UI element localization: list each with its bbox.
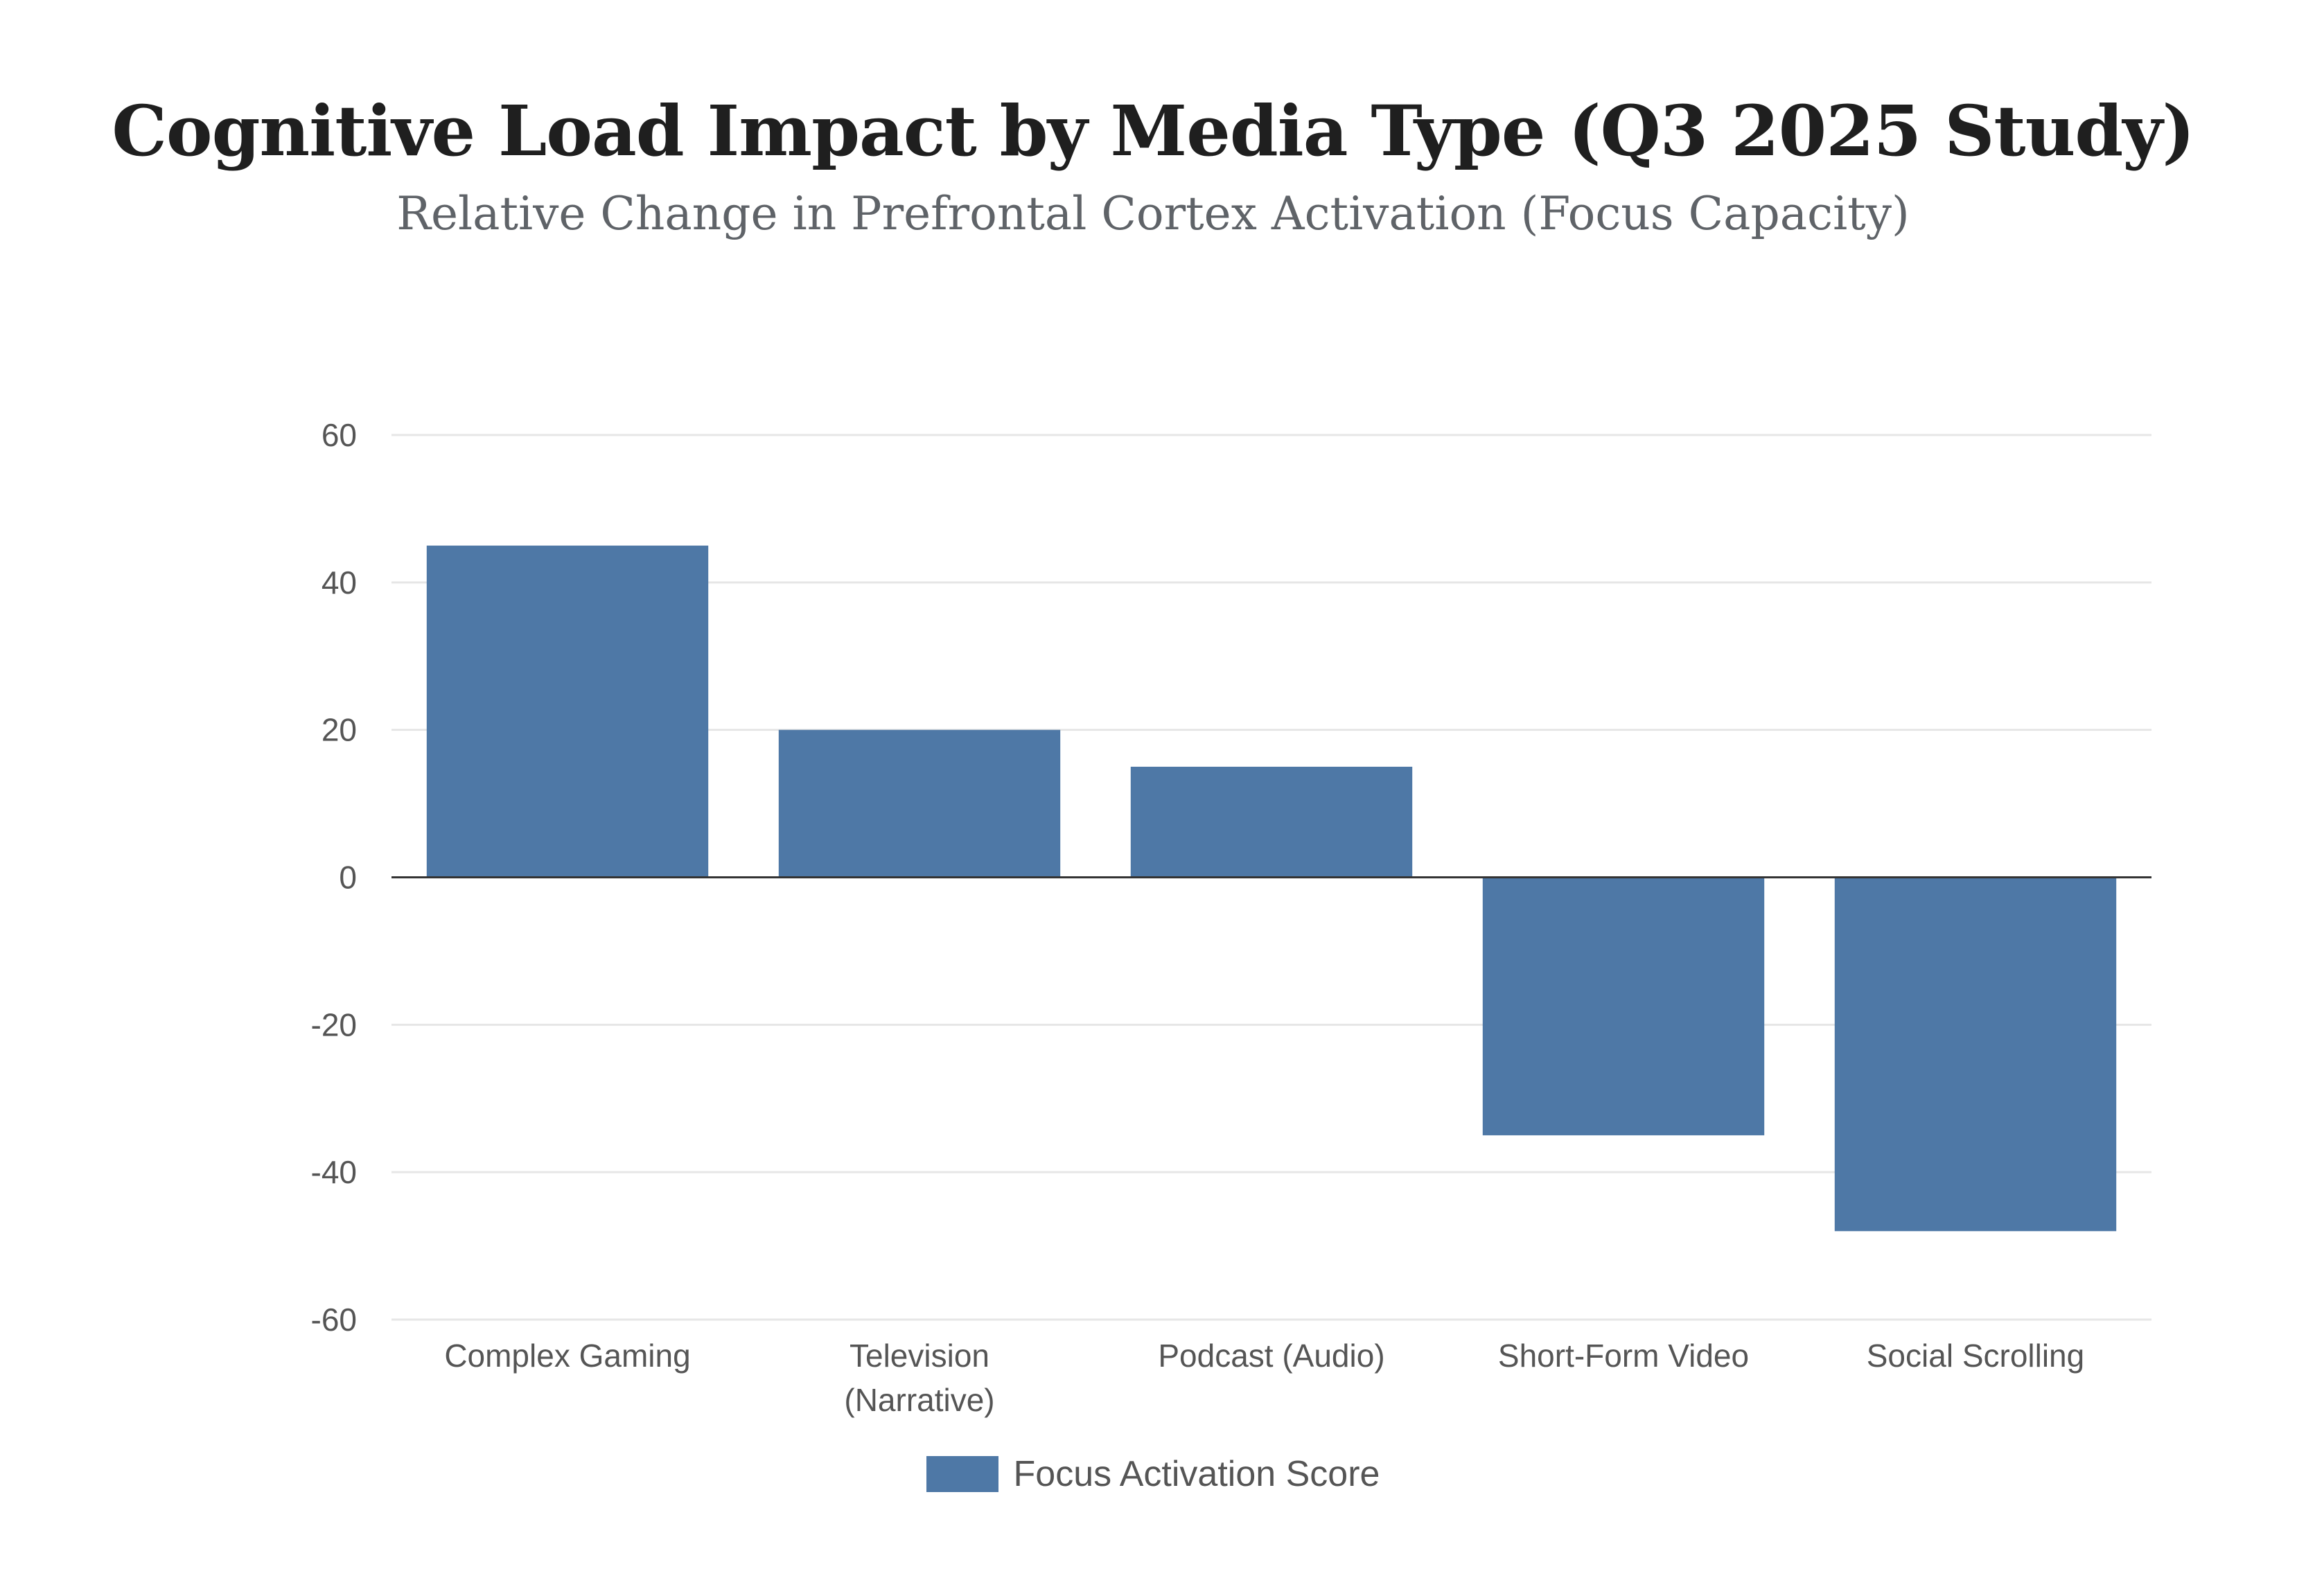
- legend[interactable]: Focus Activation Score: [0, 1453, 2306, 1495]
- x-category-label: Television (Narrative): [844, 1338, 994, 1418]
- x-category-label: Social Scrolling: [1867, 1338, 2084, 1374]
- y-tick-label: 40: [322, 565, 357, 601]
- y-tick-label: -20: [311, 1007, 357, 1043]
- bar[interactable]: [426, 545, 709, 878]
- y-axis-ticks: 60 40 20 0 -20 -40 -60: [311, 417, 357, 1338]
- bar[interactable]: [1130, 766, 1413, 878]
- bar[interactable]: [778, 729, 1061, 878]
- chart-title: Cognitive Load Impact by Media Type (Q3 …: [112, 90, 2194, 172]
- x-category-label: Complex Gaming: [444, 1338, 690, 1374]
- legend-label: Focus Activation Score: [1013, 1454, 1380, 1494]
- y-tick-label: 60: [322, 417, 357, 453]
- legend-swatch: [926, 1456, 998, 1492]
- bar[interactable]: [1834, 877, 2117, 1232]
- bars: [426, 545, 2117, 1232]
- y-tick-label: 20: [322, 712, 357, 748]
- y-tick-label: -60: [311, 1302, 357, 1338]
- bar[interactable]: [1482, 877, 1765, 1135]
- y-tick-label: -40: [311, 1154, 357, 1190]
- x-category-label: Podcast (Audio): [1158, 1338, 1384, 1374]
- chart-subtitle: Relative Change in Prefrontal Cortex Act…: [396, 187, 1910, 240]
- y-tick-label: 0: [339, 860, 357, 896]
- x-axis-categories: Complex Gaming Television (Narrative) Podca…: [444, 1338, 2084, 1418]
- x-category-label: Short-Form Video: [1498, 1338, 1749, 1374]
